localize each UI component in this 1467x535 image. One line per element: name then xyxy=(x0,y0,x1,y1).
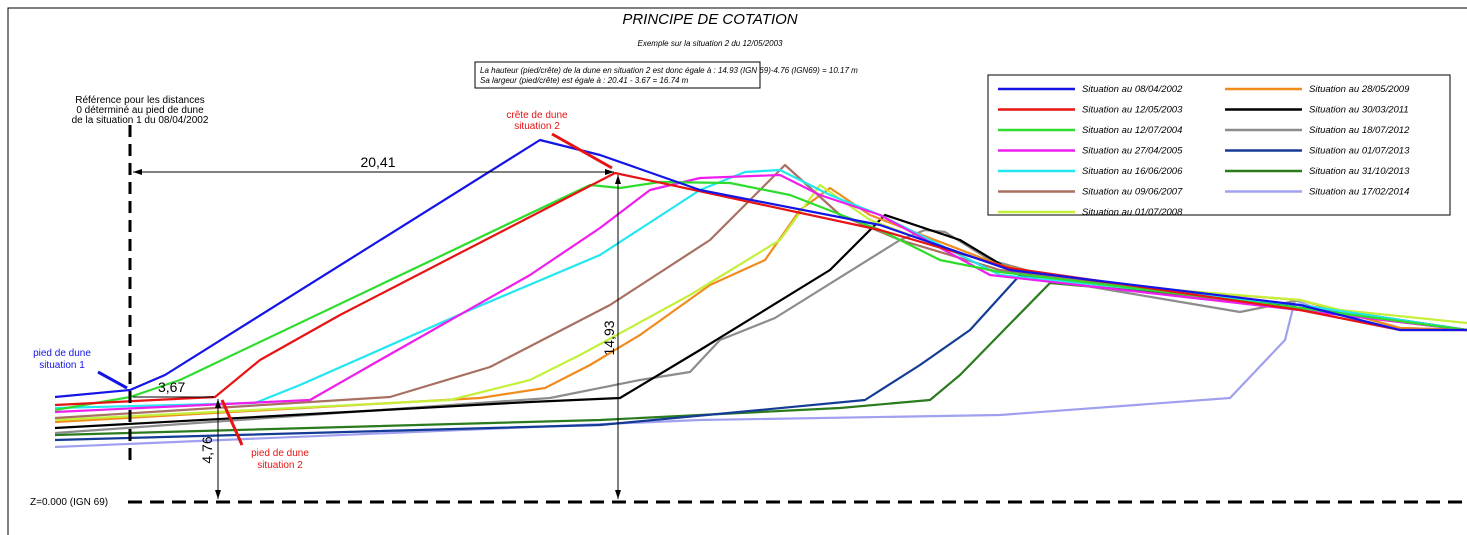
legend-label: Situation au 01/07/2008 xyxy=(1082,207,1183,218)
legend-label: Situation au 09/06/2007 xyxy=(1082,187,1183,198)
leader xyxy=(220,399,244,446)
reference-label: 0 déterminé au pied de dune xyxy=(76,105,204,116)
legend-label: Situation au 28/05/2009 xyxy=(1309,84,1410,95)
profile xyxy=(54,213,1467,430)
legend-label: Situation au 12/07/2004 xyxy=(1082,125,1182,136)
leader xyxy=(551,132,613,170)
profile xyxy=(54,171,1467,407)
legend-label: Situation au 31/10/2013 xyxy=(1309,166,1410,177)
frame xyxy=(7,7,1467,535)
foot-label: situation 2 xyxy=(257,460,303,471)
dimension-label: 14,93 xyxy=(601,320,617,355)
leader xyxy=(97,370,128,390)
legend-label: Situation au 12/05/2003 xyxy=(1082,105,1183,116)
foot-label: situation 1 xyxy=(39,360,85,371)
foot-label: pied de dune xyxy=(33,348,91,359)
legend-label: Situation au 30/03/2011 xyxy=(1309,105,1409,116)
legend-label: Situation au 16/06/2006 xyxy=(1082,166,1183,177)
legend-label: Situation au 18/07/2012 xyxy=(1309,125,1410,136)
profiles xyxy=(54,138,1467,449)
foot-label: pied de dune xyxy=(251,448,309,459)
title: PRINCIPE DE COTATION xyxy=(622,11,797,28)
note-line: La hauteur (pied/crête) de la dune en si… xyxy=(480,66,858,75)
note-box xyxy=(474,61,761,89)
reference-label: Référence pour les distances xyxy=(75,95,205,106)
crest-label: situation 2 xyxy=(514,121,560,132)
legend-label: Situation au 08/04/2002 xyxy=(1082,84,1183,95)
profile xyxy=(54,168,1467,410)
profile xyxy=(54,183,1467,422)
crest-label: crête de dune xyxy=(506,110,568,121)
note-line: Sa largeur (pied/crête) est égale à : 20… xyxy=(480,76,689,85)
legend: Situation au 08/04/2002 Situation au 12/0… xyxy=(998,84,1410,218)
profile xyxy=(54,173,1467,414)
profile xyxy=(54,180,1467,412)
datum-label: Z=0.000 (IGN 69) xyxy=(30,497,108,508)
reference-label: de la situation 1 du 08/04/2002 xyxy=(72,115,209,126)
legend-label: Situation au 17/02/2014 xyxy=(1309,187,1409,198)
profile xyxy=(54,298,1467,449)
dimension-label: 4,76 xyxy=(199,436,215,463)
dimension-label: 3,67 xyxy=(158,379,185,395)
legend-label: Situation au 01/07/2013 xyxy=(1309,146,1410,157)
subtitle: Exemple sur la situation 2 du 12/05/2003 xyxy=(638,39,784,48)
profile xyxy=(54,138,1467,399)
dimension-label: 20,41 xyxy=(360,154,395,170)
legend-label: Situation au 27/04/2005 xyxy=(1082,146,1183,157)
